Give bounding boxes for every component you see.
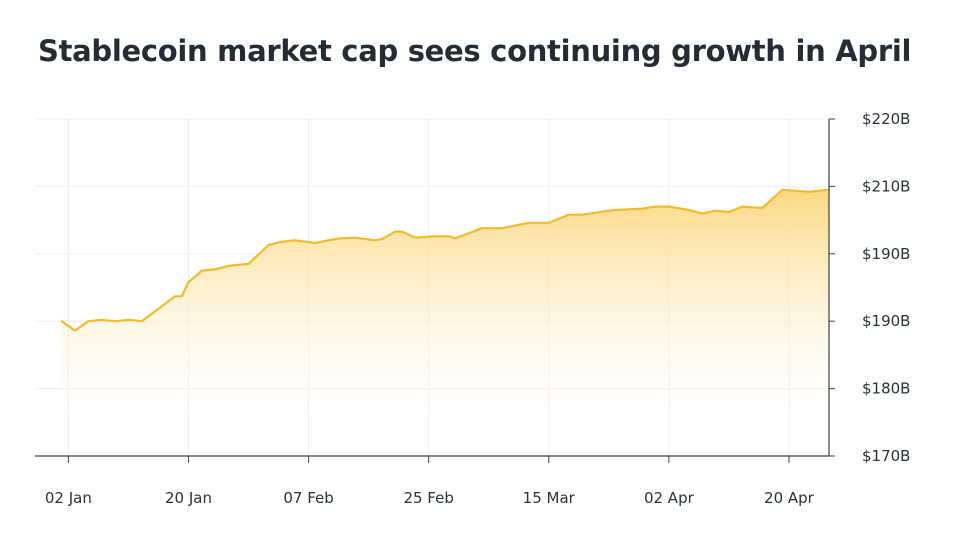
x-tick-label: 25 Feb [403,489,453,507]
x-tick-label: 02 Apr [644,489,695,507]
x-tick-label: 20 Jan [165,489,212,507]
y-tick-label: $190B [862,312,910,330]
y-axis-tick-labels: $220B $210B $190B $190B $180B $170B [829,110,910,465]
x-tick-label: 02 Jan [45,489,92,507]
y-tick-label: $220B [862,110,910,128]
series-line [60,188,831,332]
chart-title: Stablecoin market cap sees continuing gr… [38,34,912,68]
x-tick-label: 07 Feb [283,489,333,507]
axes [35,119,830,457]
x-tick-label: 20 Apr [764,489,815,507]
y-tick-label: $190B [862,245,910,263]
y-tick-label: $170B [862,447,910,465]
area-fill [61,189,829,416]
x-axis-tick-labels: 02 Jan 20 Jan 07 Feb 25 Feb 15 Mar 02 Apr 20 A… [45,456,815,507]
x-tick-label: 15 Mar [523,489,576,507]
y-tick-label: $180B [862,380,910,398]
y-tick-label: $210B [862,177,910,195]
